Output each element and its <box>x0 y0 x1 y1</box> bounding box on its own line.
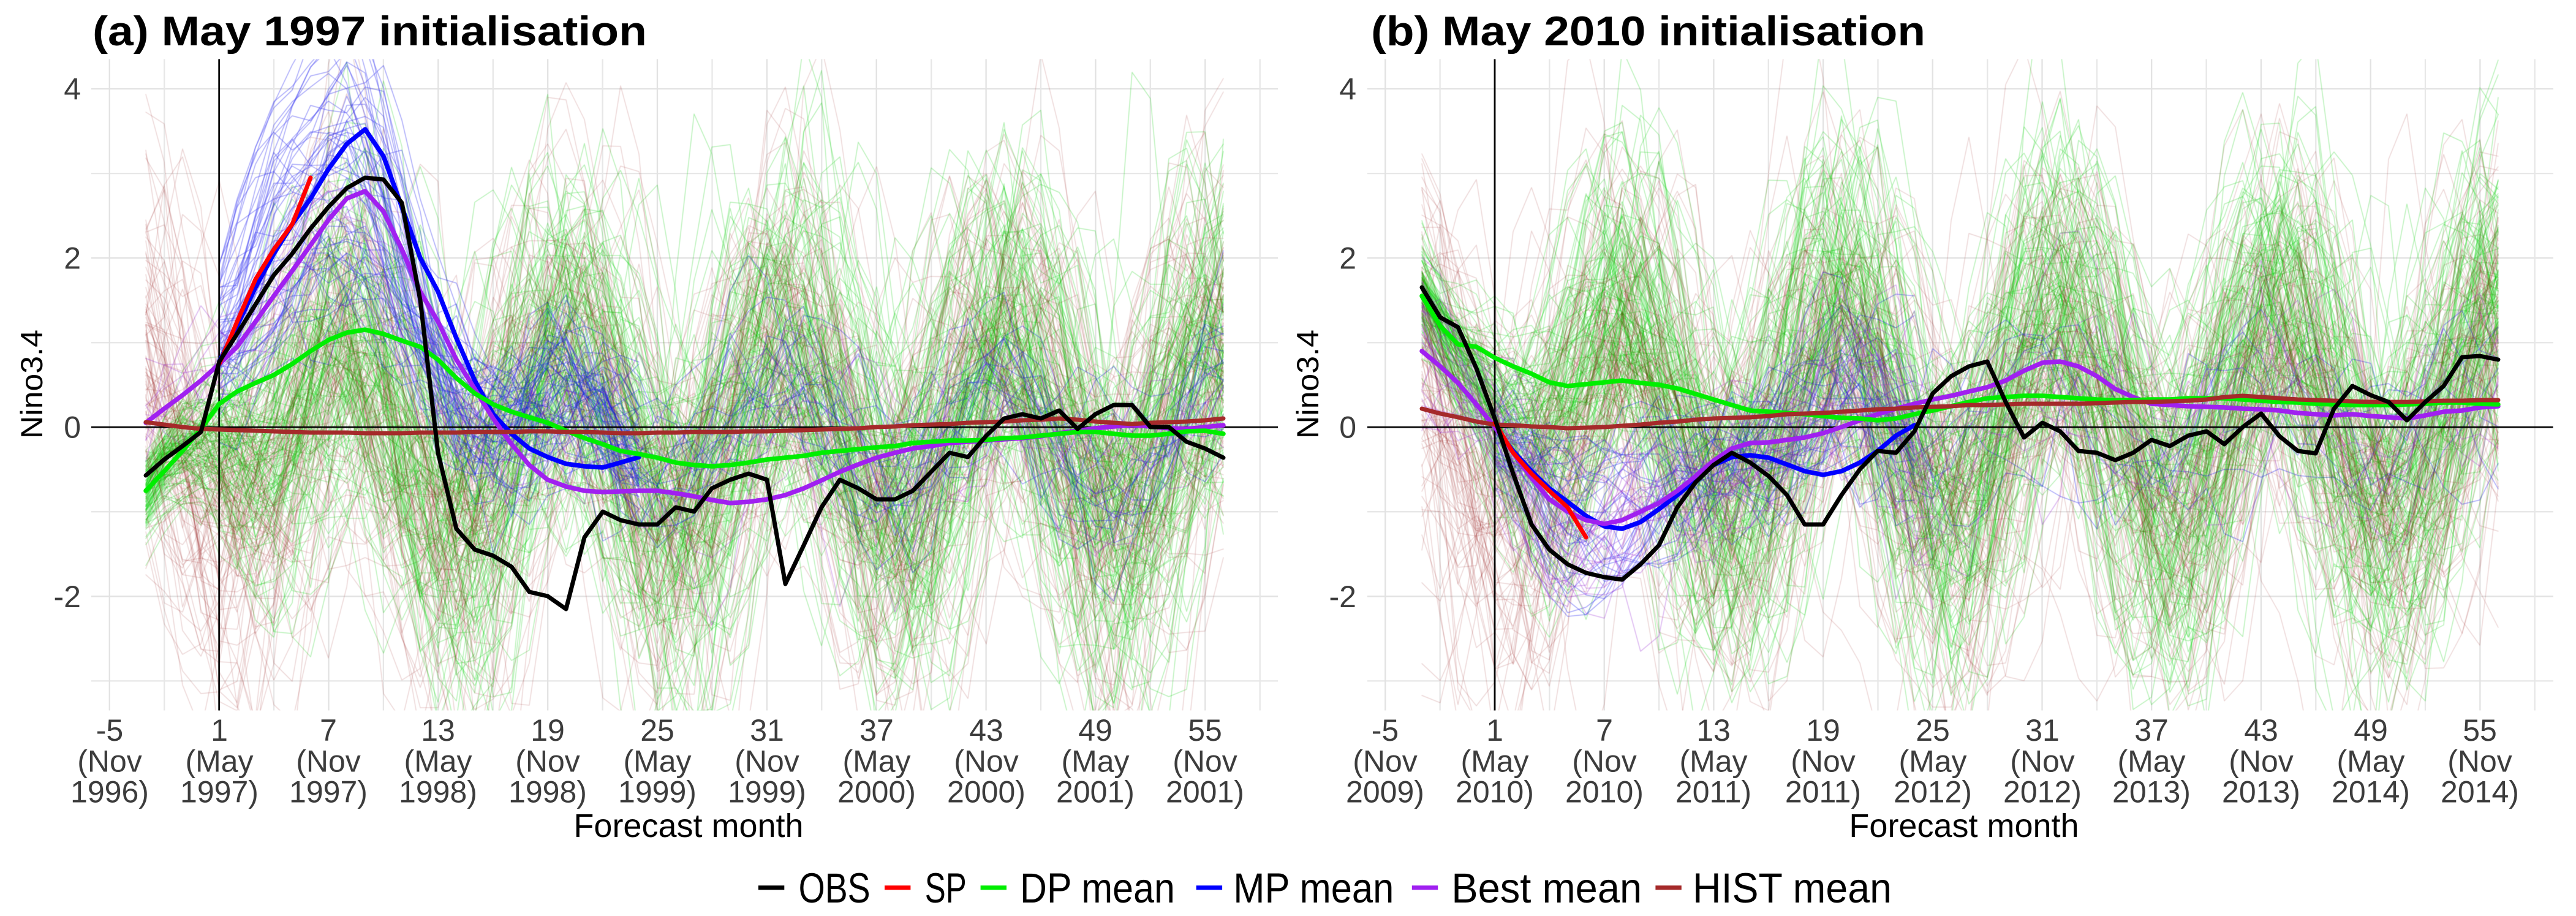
svg-text:Forecast month: Forecast month <box>573 808 803 844</box>
svg-text:HIST mean: HIST mean <box>1693 865 1892 912</box>
svg-text:2000): 2000) <box>947 775 1025 809</box>
svg-text:2014): 2014) <box>2441 775 2519 809</box>
svg-text:2001): 2001) <box>1056 775 1135 809</box>
svg-text:0: 0 <box>64 411 81 445</box>
svg-text:OBS: OBS <box>799 865 871 912</box>
svg-text:Best mean: Best mean <box>1451 865 1642 912</box>
svg-text:2001): 2001) <box>1166 775 1244 809</box>
svg-text:(May: (May <box>2117 744 2185 779</box>
svg-text:49: 49 <box>2354 713 2388 748</box>
svg-text:SP: SP <box>925 865 967 912</box>
svg-text:37: 37 <box>859 713 894 748</box>
svg-text:(b) May 2010 initialisation: (b) May 2010 initialisation <box>1371 8 1925 55</box>
svg-text:(May: (May <box>1460 744 1528 779</box>
svg-text:1996): 1996) <box>70 775 149 809</box>
svg-text:(Nov: (Nov <box>1353 744 1418 779</box>
svg-text:-5: -5 <box>96 713 123 748</box>
svg-text:37: 37 <box>2134 713 2169 748</box>
svg-text:(Nov: (Nov <box>1791 744 1856 779</box>
svg-text:(May: (May <box>1898 744 1966 779</box>
svg-text:49: 49 <box>1078 713 1112 748</box>
svg-text:Forecast month: Forecast month <box>1849 808 2079 844</box>
svg-text:2009): 2009) <box>1346 775 1424 809</box>
svg-text:7: 7 <box>1596 713 1613 748</box>
svg-text:(Nov: (Nov <box>2447 744 2512 779</box>
svg-text:0: 0 <box>1339 411 1356 445</box>
svg-text:(May: (May <box>2336 744 2404 779</box>
svg-text:2013): 2013) <box>2112 775 2191 809</box>
svg-text:MP mean: MP mean <box>1233 865 1394 912</box>
svg-text:1998): 1998) <box>399 775 477 809</box>
svg-text:-5: -5 <box>1372 713 1399 748</box>
svg-text:2011): 2011) <box>1675 775 1751 809</box>
svg-text:2: 2 <box>64 241 81 276</box>
svg-text:(May: (May <box>1679 744 1747 779</box>
svg-text:(Nov: (Nov <box>1572 744 1637 779</box>
svg-text:2012): 2012) <box>2003 775 2082 809</box>
svg-text:(a) May 1997 initialisation: (a) May 1997 initialisation <box>93 8 647 55</box>
svg-text:13: 13 <box>421 713 455 748</box>
svg-text:-2: -2 <box>1329 580 1356 614</box>
svg-text:4: 4 <box>64 72 81 107</box>
svg-text:2000): 2000) <box>837 775 916 809</box>
svg-text:-2: -2 <box>54 580 81 614</box>
svg-text:19: 19 <box>1806 713 1840 748</box>
svg-text:1998): 1998) <box>508 775 587 809</box>
svg-text:43: 43 <box>2244 713 2278 748</box>
svg-text:2014): 2014) <box>2332 775 2410 809</box>
svg-text:1997): 1997) <box>289 775 368 809</box>
svg-text:(Nov: (Nov <box>1173 744 1237 779</box>
svg-text:(Nov: (Nov <box>2010 744 2075 779</box>
svg-text:31: 31 <box>750 713 784 748</box>
svg-text:(Nov: (Nov <box>515 744 580 779</box>
svg-text:(May: (May <box>1061 744 1129 779</box>
svg-text:2013): 2013) <box>2222 775 2300 809</box>
svg-text:1: 1 <box>1486 713 1503 748</box>
svg-text:(May: (May <box>404 744 472 779</box>
svg-text:19: 19 <box>531 713 565 748</box>
svg-text:2010): 2010) <box>1456 775 1534 809</box>
svg-text:(Nov: (Nov <box>735 744 799 779</box>
svg-text:1997): 1997) <box>180 775 259 809</box>
svg-text:25: 25 <box>640 713 674 748</box>
svg-text:25: 25 <box>1916 713 1950 748</box>
svg-text:1999): 1999) <box>728 775 806 809</box>
svg-text:4: 4 <box>1339 72 1356 107</box>
svg-text:(May: (May <box>185 744 253 779</box>
svg-text:(Nov: (Nov <box>2229 744 2294 779</box>
svg-text:2011): 2011) <box>1785 775 1861 809</box>
svg-text:(Nov: (Nov <box>77 744 142 779</box>
svg-text:(May: (May <box>623 744 691 779</box>
svg-text:31: 31 <box>2025 713 2060 748</box>
svg-text:DP mean: DP mean <box>1020 865 1175 912</box>
svg-text:2: 2 <box>1339 241 1356 276</box>
svg-text:1999): 1999) <box>618 775 697 809</box>
svg-text:1: 1 <box>211 713 228 748</box>
svg-text:2010): 2010) <box>1565 775 1644 809</box>
svg-text:(Nov: (Nov <box>954 744 1019 779</box>
svg-text:Nino3.4: Nino3.4 <box>1291 330 1325 439</box>
svg-text:(May: (May <box>842 744 910 779</box>
svg-text:55: 55 <box>2463 713 2497 748</box>
svg-text:55: 55 <box>1188 713 1222 748</box>
svg-text:Nino3.4: Nino3.4 <box>15 330 49 439</box>
svg-text:13: 13 <box>1696 713 1731 748</box>
svg-text:(Nov: (Nov <box>296 744 361 779</box>
svg-text:7: 7 <box>320 713 337 748</box>
svg-text:2012): 2012) <box>1894 775 1972 809</box>
svg-text:43: 43 <box>969 713 1003 748</box>
